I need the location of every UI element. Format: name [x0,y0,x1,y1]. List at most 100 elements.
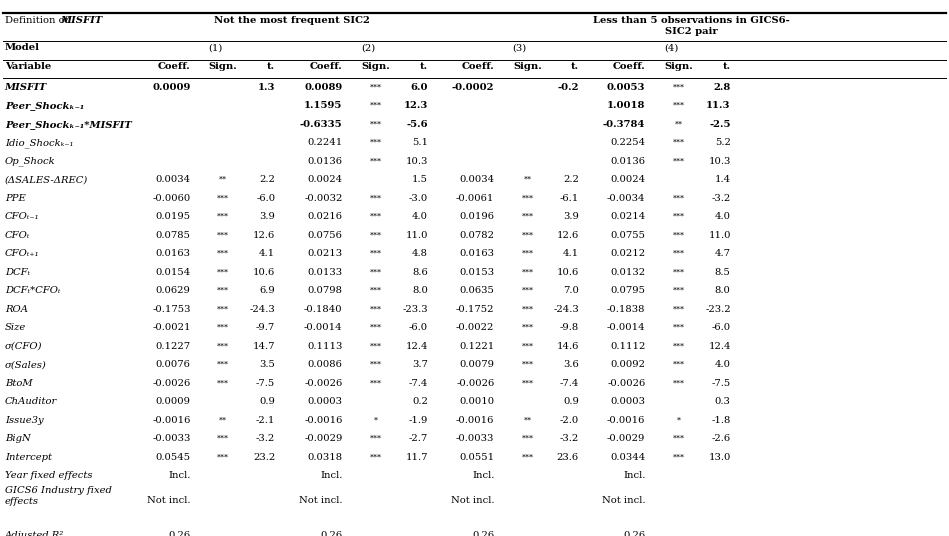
Text: -3.2: -3.2 [256,434,275,443]
Text: 10.6: 10.6 [557,268,579,277]
Text: Sign.: Sign. [664,62,693,71]
Text: Incl.: Incl. [472,471,494,480]
Text: ***: *** [370,379,381,387]
Text: ***: *** [522,453,533,461]
Text: -0.0034: -0.0034 [606,194,645,203]
Text: 0.1112: 0.1112 [610,342,645,351]
Text: -6.0: -6.0 [712,323,731,332]
Text: 0.0009: 0.0009 [156,397,191,406]
Text: -0.1840: -0.1840 [304,305,343,314]
Text: **: ** [524,176,531,184]
Text: ***: *** [370,139,381,147]
Text: 0.2241: 0.2241 [307,138,343,147]
Text: ROA: ROA [5,305,28,314]
Text: -0.0061: -0.0061 [456,194,494,203]
Text: *: * [677,416,680,424]
Text: 0.0635: 0.0635 [459,286,494,295]
Text: ***: *** [370,306,381,313]
Text: **: ** [524,416,531,424]
Text: ***: *** [370,269,381,276]
Text: **: ** [219,176,227,184]
Text: 0.0003: 0.0003 [307,397,343,406]
Text: t.: t. [722,62,731,71]
Text: ***: *** [370,453,381,461]
Text: -0.0014: -0.0014 [606,323,645,332]
Text: 0.0545: 0.0545 [156,453,191,461]
Text: 8.0: 8.0 [715,286,731,295]
Text: 23.2: 23.2 [253,453,275,461]
Text: ***: *** [522,324,533,332]
Text: 10.3: 10.3 [405,157,428,166]
Text: 0.0133: 0.0133 [307,268,343,277]
Text: ***: *** [522,361,533,369]
Text: -6.1: -6.1 [560,194,579,203]
Text: -0.0029: -0.0029 [607,434,645,443]
Text: ***: *** [217,306,229,313]
Text: -0.0016: -0.0016 [153,416,191,425]
Text: 0.0163: 0.0163 [156,249,191,258]
Text: 12.6: 12.6 [557,231,579,240]
Text: MISFIT: MISFIT [5,83,47,92]
Text: 8.0: 8.0 [412,286,428,295]
Text: Year fixed effects: Year fixed effects [5,471,92,480]
Text: ***: *** [673,213,684,221]
Text: ***: *** [370,250,381,258]
Text: ***: *** [522,213,533,221]
Text: Adjusted R²: Adjusted R² [5,531,64,536]
Text: 1.5: 1.5 [412,175,428,184]
Text: 4.7: 4.7 [715,249,731,258]
Text: 4.0: 4.0 [412,212,428,221]
Text: ***: *** [217,232,229,239]
Text: ***: *** [217,379,229,387]
Text: 0.0076: 0.0076 [156,360,191,369]
Text: 0.0079: 0.0079 [459,360,494,369]
Text: -7.4: -7.4 [560,379,579,388]
Text: Peer_Shockₖ₋₁: Peer_Shockₖ₋₁ [5,101,84,110]
Text: ***: *** [217,453,229,461]
Text: ***: *** [522,306,533,313]
Text: CFOₜ: CFOₜ [5,231,30,240]
Text: 0.26: 0.26 [623,531,645,536]
Text: Sign.: Sign. [209,62,237,71]
Text: 0.3: 0.3 [715,397,731,406]
Text: ***: *** [217,213,229,221]
Text: -24.3: -24.3 [250,305,275,314]
Text: -0.1752: -0.1752 [456,305,494,314]
Text: t.: t. [570,62,579,71]
Text: ***: *** [673,84,684,91]
Text: 5.1: 5.1 [412,138,428,147]
Text: ***: *** [673,343,684,350]
Text: 0.0034: 0.0034 [156,175,191,184]
Text: -0.0026: -0.0026 [153,379,191,388]
Text: 0.0086: 0.0086 [307,360,343,369]
Text: -0.0026: -0.0026 [456,379,494,388]
Text: (ΔSALES-ΔREC): (ΔSALES-ΔREC) [5,175,88,184]
Text: 0.0551: 0.0551 [459,453,494,461]
Text: ChAuditor: ChAuditor [5,397,57,406]
Text: 23.6: 23.6 [557,453,579,461]
Text: -0.1838: -0.1838 [606,305,645,314]
Text: -2.6: -2.6 [712,434,731,443]
Text: -2.1: -2.1 [256,416,275,425]
Text: 0.0163: 0.0163 [459,249,494,258]
Text: 6.0: 6.0 [411,83,428,92]
Text: -0.3784: -0.3784 [603,120,645,129]
Text: (1): (1) [209,43,223,53]
Text: 0.1113: 0.1113 [307,342,343,351]
Text: -3.2: -3.2 [560,434,579,443]
Text: -0.0021: -0.0021 [152,323,191,332]
Text: Incl.: Incl. [168,471,191,480]
Text: -0.0022: -0.0022 [456,323,494,332]
Text: Sign.: Sign. [513,62,542,71]
Text: -9.7: -9.7 [256,323,275,332]
Text: ***: *** [673,435,684,443]
Text: 3.7: 3.7 [412,360,428,369]
Text: 0.0795: 0.0795 [610,286,645,295]
Text: 0.0153: 0.0153 [459,268,494,277]
Text: 8.6: 8.6 [412,268,428,277]
Text: ***: *** [673,269,684,276]
Text: 3.9: 3.9 [259,212,275,221]
Text: -7.5: -7.5 [256,379,275,388]
Text: 8.5: 8.5 [715,268,731,277]
Text: 0.0196: 0.0196 [459,212,494,221]
